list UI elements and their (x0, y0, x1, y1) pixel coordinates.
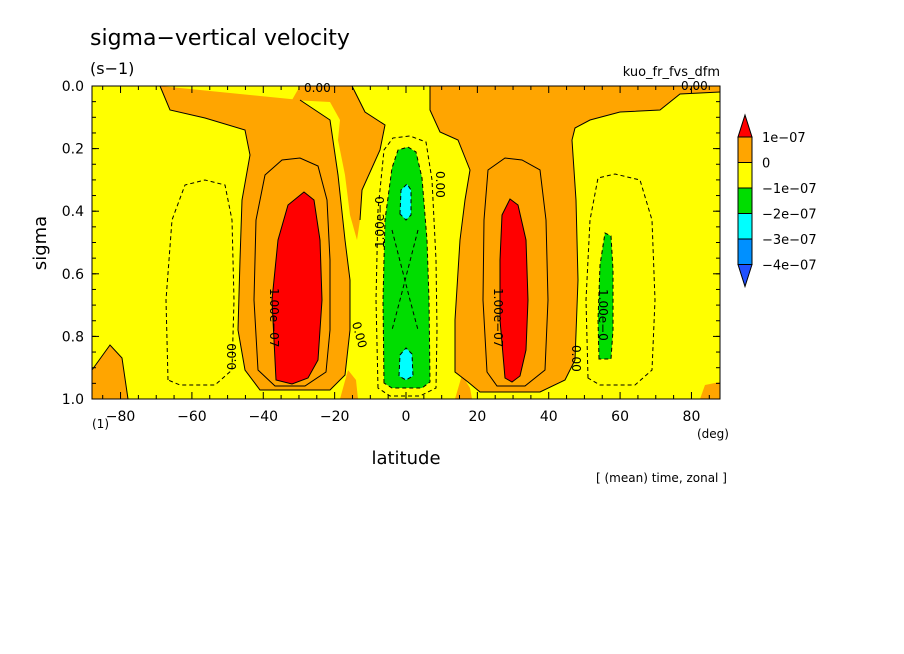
contour-label: 0.00 (433, 171, 447, 198)
green-region-north (598, 233, 613, 359)
colorbar-segment (737, 213, 753, 240)
contour-label: 0.00 (304, 81, 331, 95)
colorbar-label: 1e−07 (762, 131, 806, 146)
x-tick-label: 80 (683, 409, 701, 425)
x-axis-title: latitude (371, 448, 440, 469)
contour-label: 1.00e−07 (267, 288, 281, 347)
colorbar-segment (737, 136, 753, 163)
red-region-south (272, 192, 322, 384)
contour-label: 0.00 (349, 320, 369, 349)
y-axis: 0.0 0.2 0.4 0.6 0.8 1.0 (62, 79, 720, 408)
cyan-region-upper (400, 184, 411, 220)
colorbar-segment (737, 187, 753, 214)
y-tick-label: 0.6 (62, 267, 84, 283)
x-unit-label: (deg) (697, 427, 729, 441)
x-tick-label: 60 (611, 409, 629, 425)
plot-area: 0.00 0.00 0.00 0.00 0.00 0.00 1.00e−07 1… (91, 79, 721, 400)
colorbar-segment (737, 162, 753, 189)
orange-region-small-s1 (340, 370, 358, 399)
colorbar-bottom-triangle (737, 264, 753, 289)
y-tick-label: 0.4 (62, 204, 84, 220)
y-axis-title: sigma (30, 216, 51, 270)
contour-label-group: 0.00 0.00 0.00 0.00 0.00 0.00 1.00e−07 1… (225, 79, 708, 372)
contour-label: 1.00e−0 (373, 196, 387, 248)
colorbar-label: 0 (762, 157, 770, 172)
y-unit-label: (1) (92, 417, 109, 431)
y-tick-label: 0.2 (62, 142, 84, 158)
cyan-region-lower (399, 348, 413, 380)
x-tick-label: 0 (402, 409, 411, 425)
footnote: [ (mean) time, zonal ] (596, 471, 727, 485)
green-region-equator (383, 147, 430, 388)
x-tick-label: −20 (320, 409, 350, 425)
colorbar-label: −4e−07 (762, 259, 817, 274)
contour-label: 0.00 (225, 343, 239, 370)
x-tick-label: −80 (106, 409, 136, 425)
orange-region-small-sw (92, 345, 128, 399)
contour-label: 1.00e−07 (491, 288, 505, 347)
x-axis: −80 −60 −40 −20 0 20 40 60 80 (102, 86, 710, 425)
units-label: (s−1) (90, 59, 134, 78)
contour-label: 1.00e−0 (596, 289, 610, 341)
y-tick-label: 0.8 (62, 329, 84, 345)
orange-region-small-s2 (455, 375, 472, 399)
contour-label: 0.00 (569, 345, 583, 372)
x-tick-label: 20 (468, 409, 486, 425)
y-tick-label: 1.0 (62, 392, 84, 408)
x-tick-label: −40 (248, 409, 278, 425)
colorbar: 1e−07 0 −1e−07 −2e−07 −3e−07 −4e−07 (737, 113, 817, 289)
red-region-north (500, 199, 528, 382)
colorbar-top-triangle (737, 113, 753, 138)
dashed-contour-lines (165, 135, 656, 397)
colorbar-label: −1e−07 (762, 182, 817, 197)
colorbar-label: −2e−07 (762, 208, 817, 223)
y-tick-label: 0.0 (62, 79, 84, 95)
colorbar-label: −3e−07 (762, 233, 817, 248)
chart-title: sigma−vertical velocity (90, 26, 350, 51)
x-tick-label: 40 (540, 409, 558, 425)
contour-lines (91, 85, 721, 400)
dataset-label: kuo_fr_fvs_dfm (623, 65, 720, 80)
x-tick-label: −60 (177, 409, 207, 425)
orange-region-small-se (700, 382, 720, 399)
colorbar-segment (737, 238, 753, 265)
